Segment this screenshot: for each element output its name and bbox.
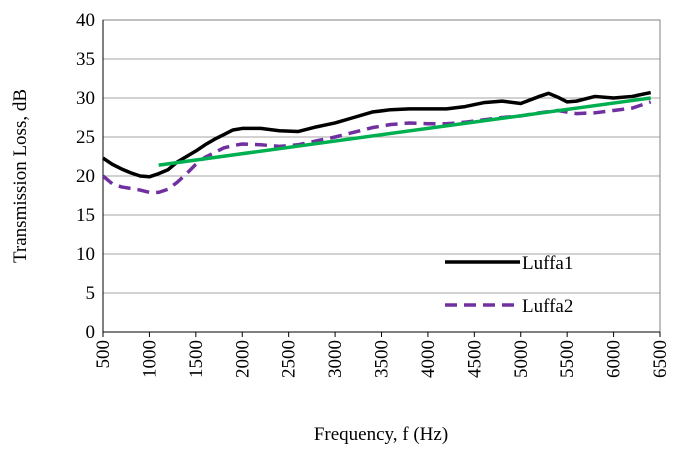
x-tick-label: 500	[93, 340, 114, 369]
x-tick-label: 5500	[557, 340, 578, 378]
y-tick-label: 40	[76, 10, 95, 31]
x-axis-title: Frequency, f (Hz)	[314, 424, 448, 445]
x-tick-label: 2000	[232, 340, 253, 378]
x-tick-label: 3000	[325, 340, 346, 378]
series-line	[102, 90, 652, 179]
series-line	[101, 100, 652, 195]
y-axis-title: Transmission Loss, dB	[10, 89, 31, 263]
x-tick-label: 4500	[464, 340, 485, 378]
x-tick-label: 1000	[139, 340, 160, 378]
series-line	[158, 96, 651, 167]
y-tick-label: 30	[76, 88, 95, 109]
x-tick-label: 4000	[418, 340, 439, 378]
y-tick-label: 15	[76, 205, 95, 226]
y-tick-label: 20	[76, 166, 95, 187]
x-tick-label: 5000	[511, 340, 532, 378]
x-tick-label: 2500	[279, 340, 300, 378]
x-tick-label: 3500	[372, 340, 393, 378]
legend-label: Luffa1	[522, 253, 573, 274]
y-tick-label: 10	[76, 244, 95, 265]
legend-label: Luffa2	[522, 296, 573, 317]
x-tick-label: 1500	[186, 340, 207, 378]
y-tick-label: 35	[76, 49, 95, 70]
x-tick-label: 6000	[604, 340, 625, 378]
x-tick-label: 6500	[650, 340, 671, 378]
y-tick-label: 25	[76, 127, 95, 148]
y-tick-label: 5	[86, 283, 96, 304]
y-tick-label: 0	[86, 322, 96, 343]
